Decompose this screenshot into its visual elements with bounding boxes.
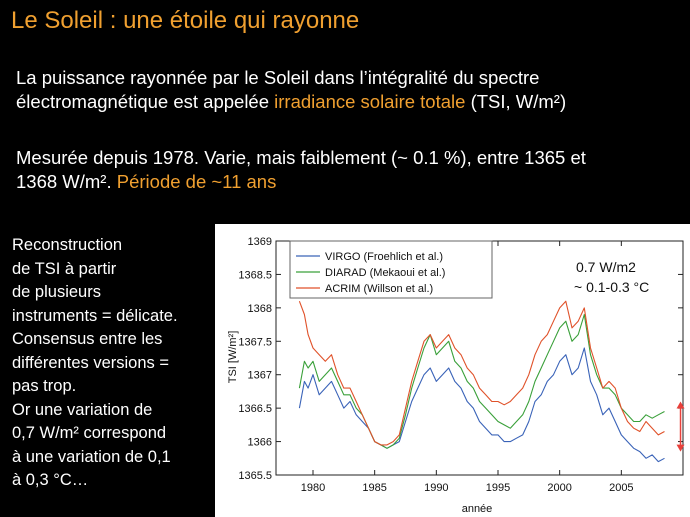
tsi-chart-svg: 1365.5 1366 1366.5 1367 1367.5 1368 1368.5 1369… [227,236,685,515]
x-tick-label: 1985 [362,482,386,494]
y-tick-label: 1369 [248,236,272,248]
y-tick-label: 1365.5 [238,470,272,482]
note-line: Reconstruction [12,236,123,254]
note-line: à 0,3 °C… [12,471,89,489]
tsi-chart: 1365.5 1366 1366.5 1367 1367.5 1368 1368.5 1369… [215,224,690,517]
legend-label-virgo: VIRGO (Froehlich et al.) [325,251,443,263]
y-tick-label: 1367 [248,370,272,382]
note-line: Or une variation de [12,400,153,419]
note-line: de TSI à partir [12,259,117,278]
range-arrow-head-down [676,444,685,452]
note-line: Consensus entre les [12,330,163,348]
annotation-temperature: ~ 0.1-0.3 °C [574,279,649,295]
paragraph-line: 1368 W/m². Période de ~11 ans [16,170,586,194]
y-tick-label: 1368 [248,303,272,315]
legend-box [289,240,493,299]
legend-label-acrim: ACRIM (Willson et al.) [325,283,433,295]
paragraph-line: La puissance rayonnée par le Soleil dans… [16,67,540,88]
series-line-virgo [298,347,665,463]
x-tick-label: 2000 [547,482,571,494]
paragraph-tsi-definition: La puissance rayonnée par le Soleil dans… [16,66,566,114]
note-line: pas trop. [12,377,77,395]
x-axis-label: année [462,503,493,515]
x-tick-label: 2005 [609,482,633,494]
y-axis-label: TSI [W/m²] [227,331,239,384]
x-tick-label: 1995 [486,482,510,494]
y-tick-label: 1368.5 [238,269,272,281]
y-tick-label: 1367.5 [238,336,272,348]
highlight-period: Période de ~11 ans [116,171,277,192]
series-line-acrim [298,300,665,446]
highlight-tsi-term: irradiance solaire totale [274,91,466,112]
reconstruction-note: Reconstruction de TSI à partir de plusie… [12,234,178,493]
x-tick-label: 1990 [424,482,448,494]
annotation-irradiance: 0.7 W/m2 [576,259,636,275]
paragraph-line: électromagnétique est appelée irradiance… [16,90,566,114]
slide-title: Le Soleil : une étoile qui rayonne [11,7,360,34]
paragraph-line: Mesurée depuis 1978. Varie, mais faiblem… [16,147,586,168]
note-line: à une variation de 0,1 [12,447,171,466]
text-segment: électromagnétique est appelée [16,91,275,112]
legend-label-diarad: DIARAD (Mekaoui et al.) [325,267,445,279]
y-tick-label: 1366 [248,437,272,449]
text-segment: (TSI, W/m²) [465,91,567,112]
note-line: instruments = délicate. [12,306,178,325]
text-segment: 1368 W/m². [16,171,117,192]
y-tick-label: 1366.5 [238,403,272,415]
note-line: 0,7 W/m² correspond [12,424,167,442]
x-tick-label: 1980 [301,482,325,494]
range-arrow-head-up [676,401,685,409]
note-line: de plusieurs [12,283,101,301]
paragraph-measurement: Mesurée depuis 1978. Varie, mais faiblem… [16,146,586,194]
note-line: différentes versions = [12,353,169,372]
